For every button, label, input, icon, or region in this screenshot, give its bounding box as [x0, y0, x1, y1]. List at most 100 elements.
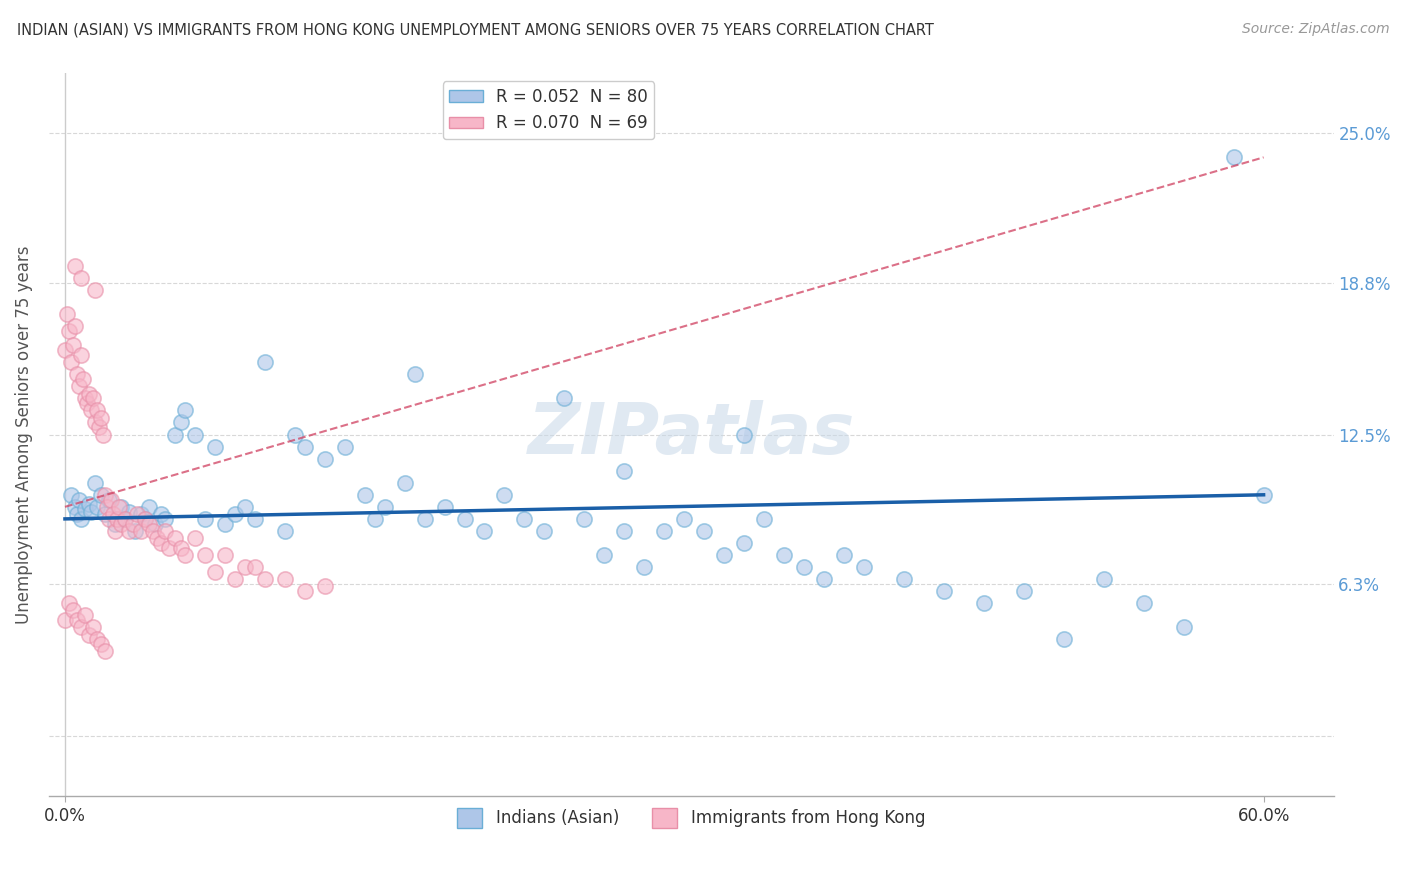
Text: INDIAN (ASIAN) VS IMMIGRANTS FROM HONG KONG UNEMPLOYMENT AMONG SENIORS OVER 75 Y: INDIAN (ASIAN) VS IMMIGRANTS FROM HONG K…: [17, 22, 934, 37]
Point: [62, 338, 84, 352]
Point: [146, 531, 169, 545]
Point: [94, 644, 117, 658]
Point: [149, 536, 172, 550]
Point: [77, 498, 100, 512]
Point: [70, 620, 93, 634]
Point: [108, 500, 131, 514]
Point: [1092, 572, 1115, 586]
Point: [153, 512, 176, 526]
Point: [70, 271, 93, 285]
Point: [138, 516, 160, 531]
Point: [273, 572, 295, 586]
Point: [494, 488, 516, 502]
Point: [363, 512, 385, 526]
Point: [574, 512, 596, 526]
Point: [129, 507, 152, 521]
Point: [733, 536, 755, 550]
Point: [67, 379, 90, 393]
Point: [233, 560, 256, 574]
Point: [129, 524, 152, 538]
Point: [170, 416, 193, 430]
Point: [97, 512, 120, 526]
Point: [53, 613, 76, 627]
Point: [932, 584, 955, 599]
Point: [832, 548, 855, 562]
Point: [63, 319, 86, 334]
Point: [194, 548, 217, 562]
Point: [122, 516, 145, 531]
Point: [114, 512, 136, 526]
Point: [125, 507, 148, 521]
Point: [163, 427, 186, 442]
Point: [118, 505, 141, 519]
Point: [66, 368, 89, 382]
Point: [1132, 596, 1154, 610]
Point: [62, 603, 84, 617]
Point: [713, 548, 735, 562]
Point: [70, 512, 93, 526]
Point: [73, 392, 96, 406]
Point: [224, 572, 246, 586]
Point: [973, 596, 995, 610]
Point: [86, 403, 108, 417]
Point: [613, 524, 636, 538]
Point: [91, 427, 114, 442]
Point: [553, 392, 575, 406]
Point: [294, 584, 316, 599]
Point: [142, 524, 165, 538]
Point: [134, 512, 156, 526]
Point: [86, 500, 108, 514]
Point: [233, 500, 256, 514]
Point: [204, 565, 226, 579]
Point: [163, 531, 186, 545]
Point: [194, 512, 217, 526]
Point: [752, 512, 775, 526]
Point: [104, 516, 127, 531]
Point: [84, 416, 107, 430]
Point: [110, 500, 132, 514]
Point: [53, 343, 76, 358]
Point: [433, 500, 456, 514]
Point: [105, 512, 128, 526]
Point: [893, 572, 915, 586]
Point: [73, 608, 96, 623]
Point: [1253, 488, 1275, 502]
Point: [138, 500, 160, 514]
Point: [143, 516, 166, 531]
Point: [593, 548, 616, 562]
Point: [404, 368, 426, 382]
Point: [314, 451, 336, 466]
Point: [184, 427, 207, 442]
Point: [374, 500, 396, 514]
Point: [59, 488, 82, 502]
Point: [67, 492, 90, 507]
Point: [76, 396, 98, 410]
Point: [72, 372, 94, 386]
Point: [294, 440, 316, 454]
Point: [773, 548, 796, 562]
Point: [110, 516, 132, 531]
Point: [84, 475, 107, 490]
Text: ZIPatlas: ZIPatlas: [527, 400, 855, 469]
Point: [613, 464, 636, 478]
Point: [58, 324, 80, 338]
Point: [86, 632, 108, 647]
Point: [63, 500, 86, 514]
Y-axis label: Unemployment Among Seniors over 75 years: Unemployment Among Seniors over 75 years: [15, 245, 32, 624]
Point: [97, 492, 120, 507]
Point: [77, 627, 100, 641]
Point: [73, 502, 96, 516]
Point: [66, 613, 89, 627]
Point: [90, 410, 112, 425]
Point: [513, 512, 536, 526]
Point: [273, 524, 295, 538]
Point: [204, 440, 226, 454]
Point: [353, 488, 375, 502]
Point: [733, 427, 755, 442]
Point: [173, 548, 195, 562]
Point: [224, 507, 246, 521]
Point: [58, 596, 80, 610]
Point: [63, 259, 86, 273]
Point: [214, 548, 236, 562]
Point: [314, 579, 336, 593]
